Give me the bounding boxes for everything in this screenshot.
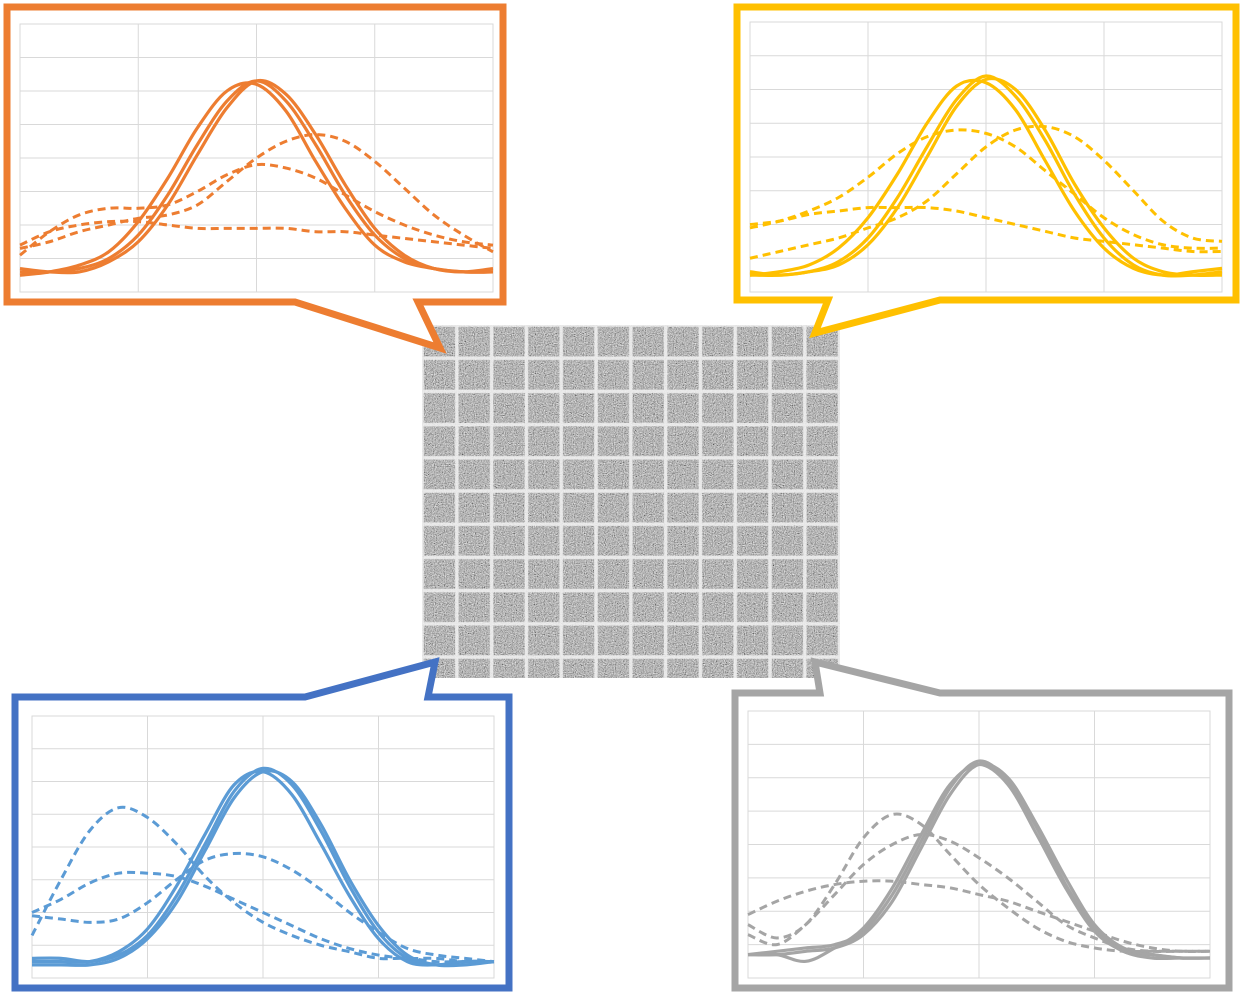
series-line: [31, 851, 495, 964]
series-line: [747, 762, 1211, 963]
center-image: [422, 325, 840, 678]
series-line: [19, 133, 494, 254]
series-line: [749, 124, 1223, 260]
series-line: [19, 81, 494, 277]
series-line: [749, 128, 1223, 250]
series-line: [749, 78, 1223, 277]
series-line: [30, 805, 494, 964]
series-line: [747, 812, 1210, 954]
series-line: [749, 74, 1223, 278]
series-line: [19, 219, 494, 250]
series-line: [31, 870, 495, 964]
series-line: [31, 766, 495, 967]
series-line: [747, 832, 1210, 954]
series-line: [19, 78, 494, 275]
series-line: [747, 879, 1211, 954]
series-line: [19, 162, 494, 257]
series-line: [749, 76, 1223, 277]
series-line: [749, 205, 1223, 254]
